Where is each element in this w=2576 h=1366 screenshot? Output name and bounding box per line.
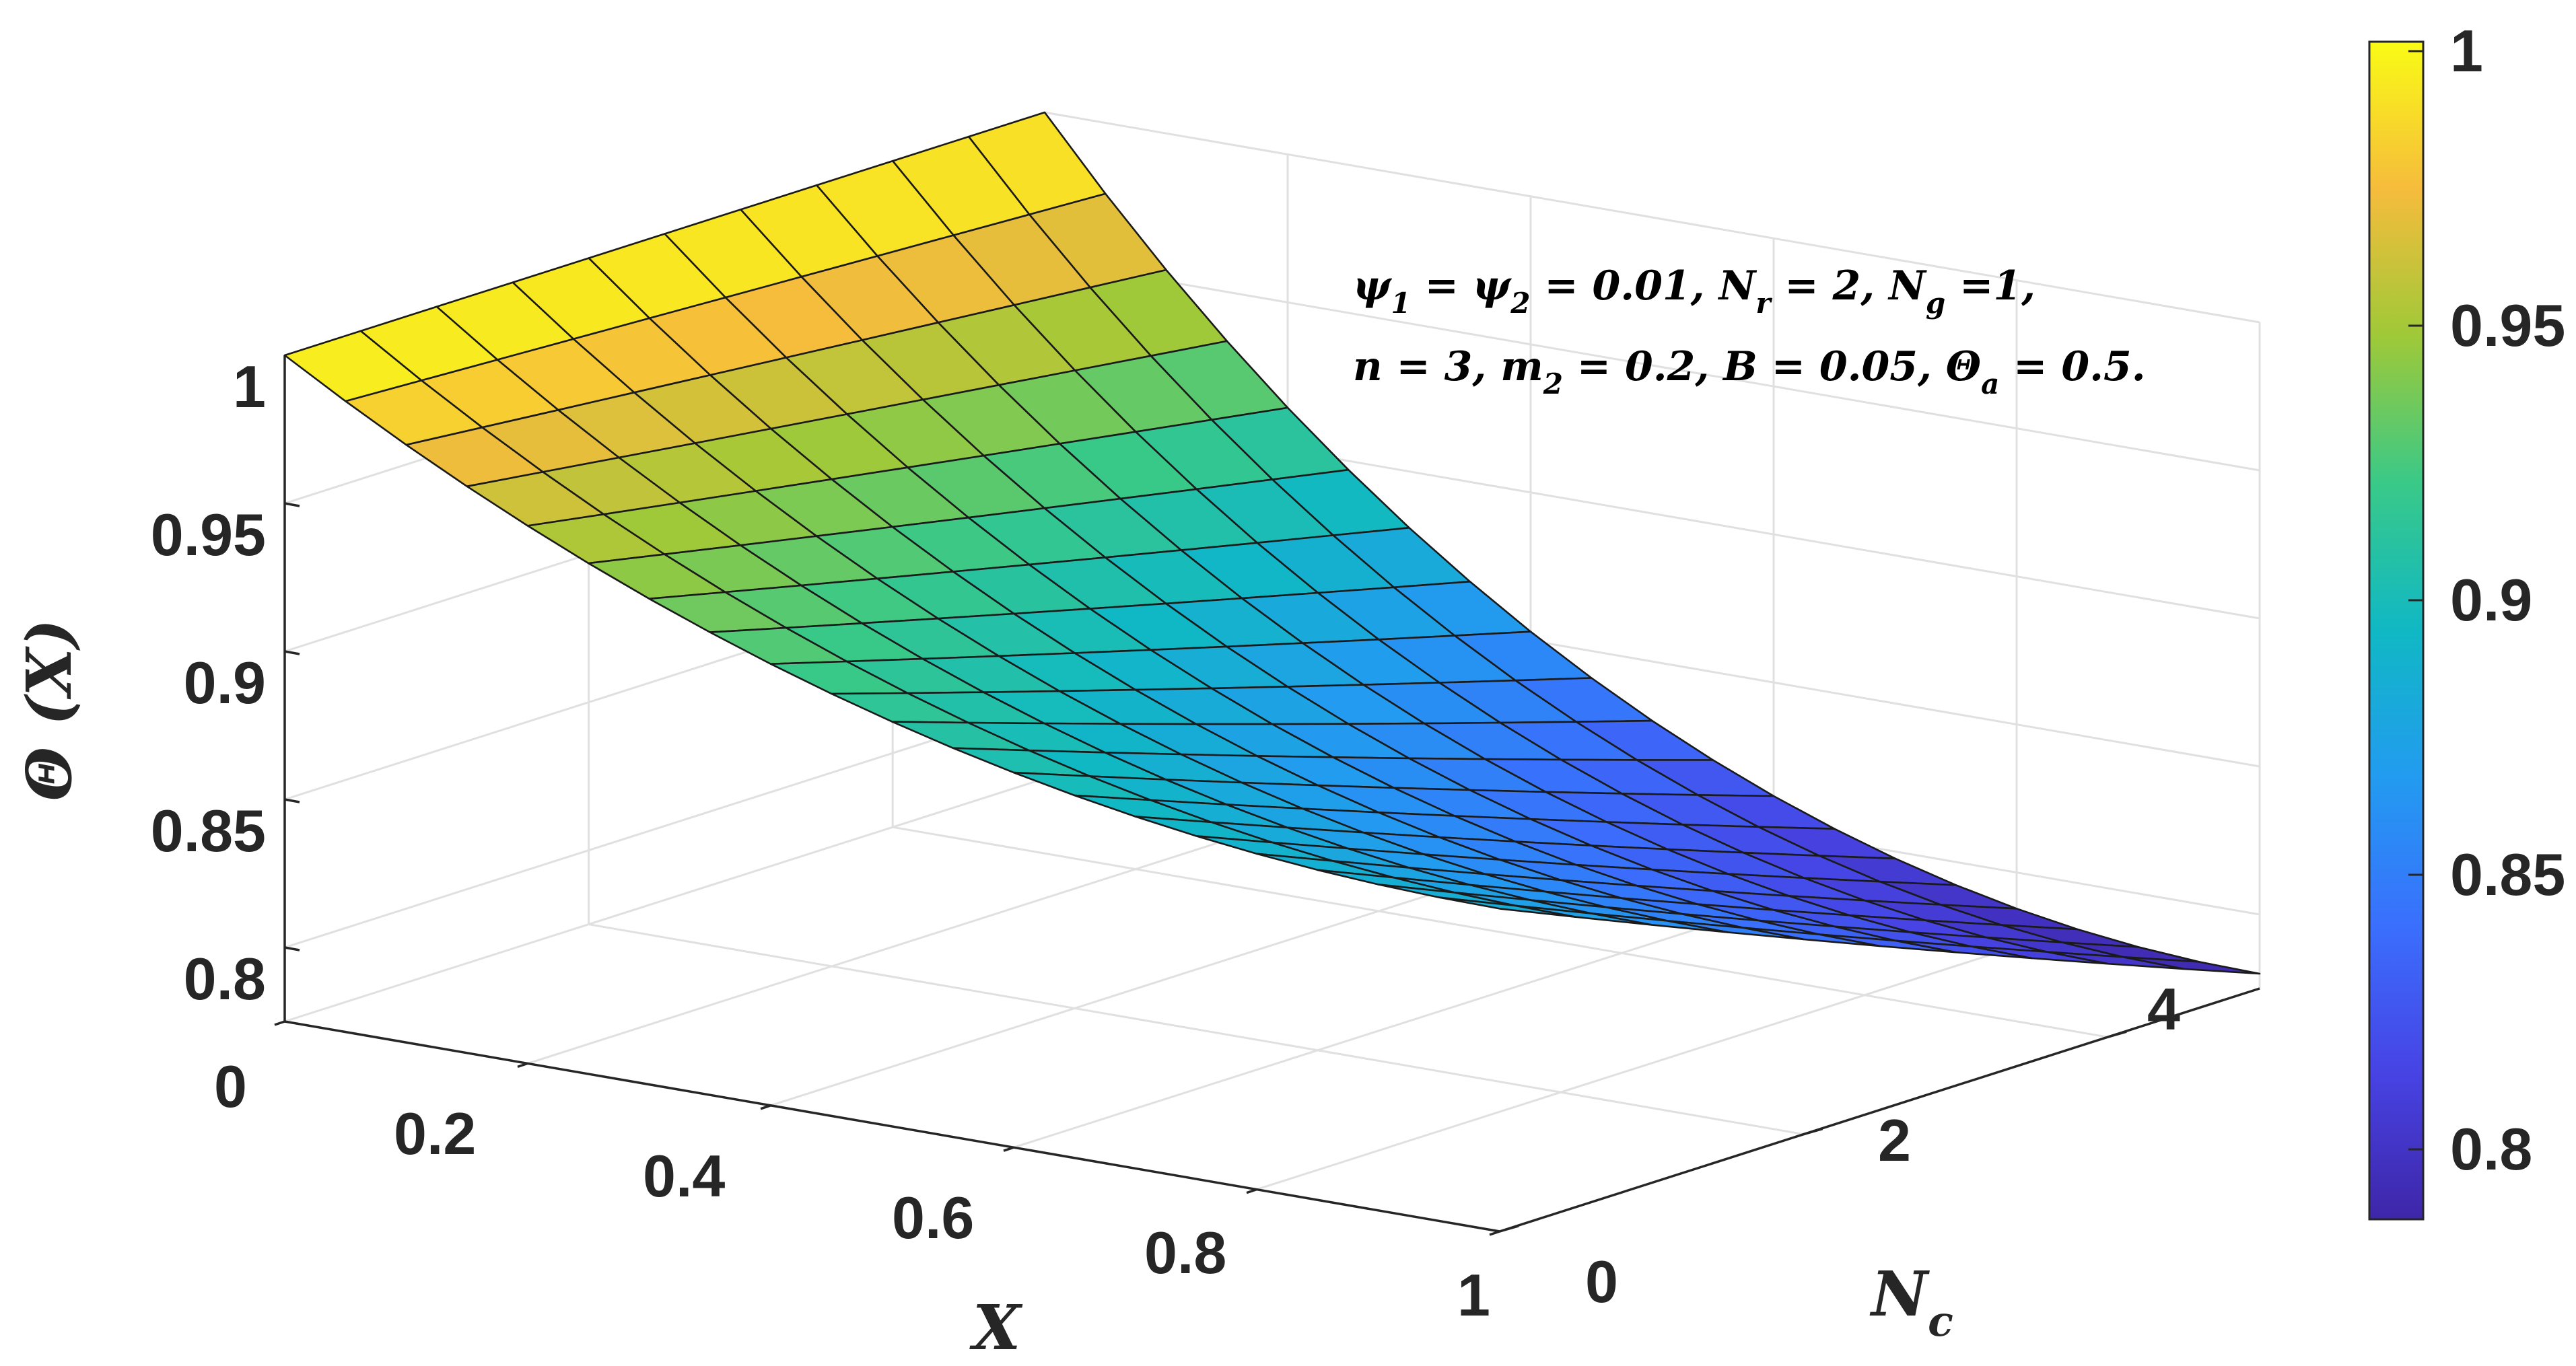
annotation-line-2: n = 3, m2 = 0.2, B = 0.05, Θa = 0.5. bbox=[1353, 343, 2146, 400]
colorbar-tick-label: 1 bbox=[2450, 17, 2483, 84]
colorbar-tick-label: 0.95 bbox=[2450, 292, 2565, 359]
x-tick-mark bbox=[517, 1062, 528, 1069]
x-tick-label: 0.6 bbox=[892, 1184, 974, 1251]
grid-line bbox=[1044, 259, 2260, 472]
x-tick-labels: 0 0.2 0.4 0.6 0.8 1 bbox=[214, 1053, 1490, 1328]
grid-line bbox=[770, 861, 1531, 1107]
grid-line bbox=[892, 826, 2108, 1038]
grid-line bbox=[588, 923, 1804, 1136]
grid-line bbox=[284, 703, 1045, 949]
x-axis-label: X bbox=[969, 1291, 1023, 1364]
x-tick-mark bbox=[1489, 1230, 1500, 1236]
x-tick-mark bbox=[274, 1020, 285, 1026]
z-tick-mark bbox=[284, 798, 300, 803]
x-tick-label: 0.2 bbox=[394, 1100, 476, 1167]
colorbar-tick-label: 0.8 bbox=[2450, 1116, 2532, 1182]
x-tick-label: 0 bbox=[214, 1053, 247, 1120]
nc-axis-label: Nc bbox=[1869, 1258, 1953, 1346]
nc-tick-label: 4 bbox=[2147, 976, 2180, 1042]
z-tick-label: 0.9 bbox=[184, 649, 266, 716]
z-tick-mark bbox=[284, 946, 300, 951]
surface-mesh bbox=[283, 111, 2261, 975]
x-axis-line bbox=[284, 1020, 1500, 1233]
x-tick-label: 0.4 bbox=[643, 1143, 725, 1209]
z-tick-mark bbox=[284, 502, 300, 507]
x-tick-mark bbox=[1003, 1146, 1014, 1152]
nc-tick-mark bbox=[1499, 1225, 1519, 1233]
colorbar-gradient bbox=[2368, 40, 2425, 1221]
nc-axis-line bbox=[1499, 987, 2260, 1233]
surface-patch bbox=[1438, 896, 1577, 918]
z-tick-label: 0.85 bbox=[151, 797, 266, 864]
nc-tick-label: 0 bbox=[1585, 1248, 1618, 1315]
nc-tick-labels: 0 2 4 bbox=[1585, 976, 2180, 1315]
colorbar-tick-label: 0.85 bbox=[2450, 841, 2565, 908]
x-tick-label: 0.8 bbox=[1144, 1219, 1226, 1286]
nc-tick-mark bbox=[2107, 1030, 2127, 1038]
x-tick-mark bbox=[1246, 1188, 1257, 1194]
grid-line bbox=[1044, 111, 2260, 324]
colorbar-tick-label: 0.9 bbox=[2450, 567, 2532, 633]
nc-tick-label: 2 bbox=[1878, 1107, 1911, 1174]
grid-line bbox=[527, 819, 1288, 1065]
z-tick-mark bbox=[284, 650, 300, 655]
colorbar: 0.8 0.85 0.9 0.95 1 bbox=[2368, 17, 2565, 1221]
z-tick-label: 0.8 bbox=[184, 945, 266, 1012]
z-tick-labels: 0.8 0.85 0.9 0.95 1 bbox=[151, 353, 266, 1012]
grid-line bbox=[1013, 903, 1774, 1149]
z-axis-label: Θ (X) bbox=[13, 619, 85, 801]
nc-tick-mark bbox=[1803, 1127, 1823, 1136]
x-tick-label: 1 bbox=[1457, 1262, 1490, 1328]
grid-line bbox=[284, 777, 1045, 1023]
annotation-line-1: ψ1 = ψ2 = 0.01, Nr = 2, Ng =1, bbox=[1353, 262, 2035, 320]
colorbar-ticks bbox=[2408, 50, 2423, 1151]
x-tick-mark bbox=[760, 1104, 771, 1110]
grid-line bbox=[1256, 945, 2017, 1191]
parameter-annotation: ψ1 = ψ2 = 0.01, Nr = 2, Ng =1, n = 3, m2… bbox=[1353, 262, 2146, 400]
z-tick-label: 0.95 bbox=[151, 501, 266, 568]
z-tick-label: 1 bbox=[233, 353, 266, 420]
axes-lines bbox=[274, 354, 2260, 1236]
